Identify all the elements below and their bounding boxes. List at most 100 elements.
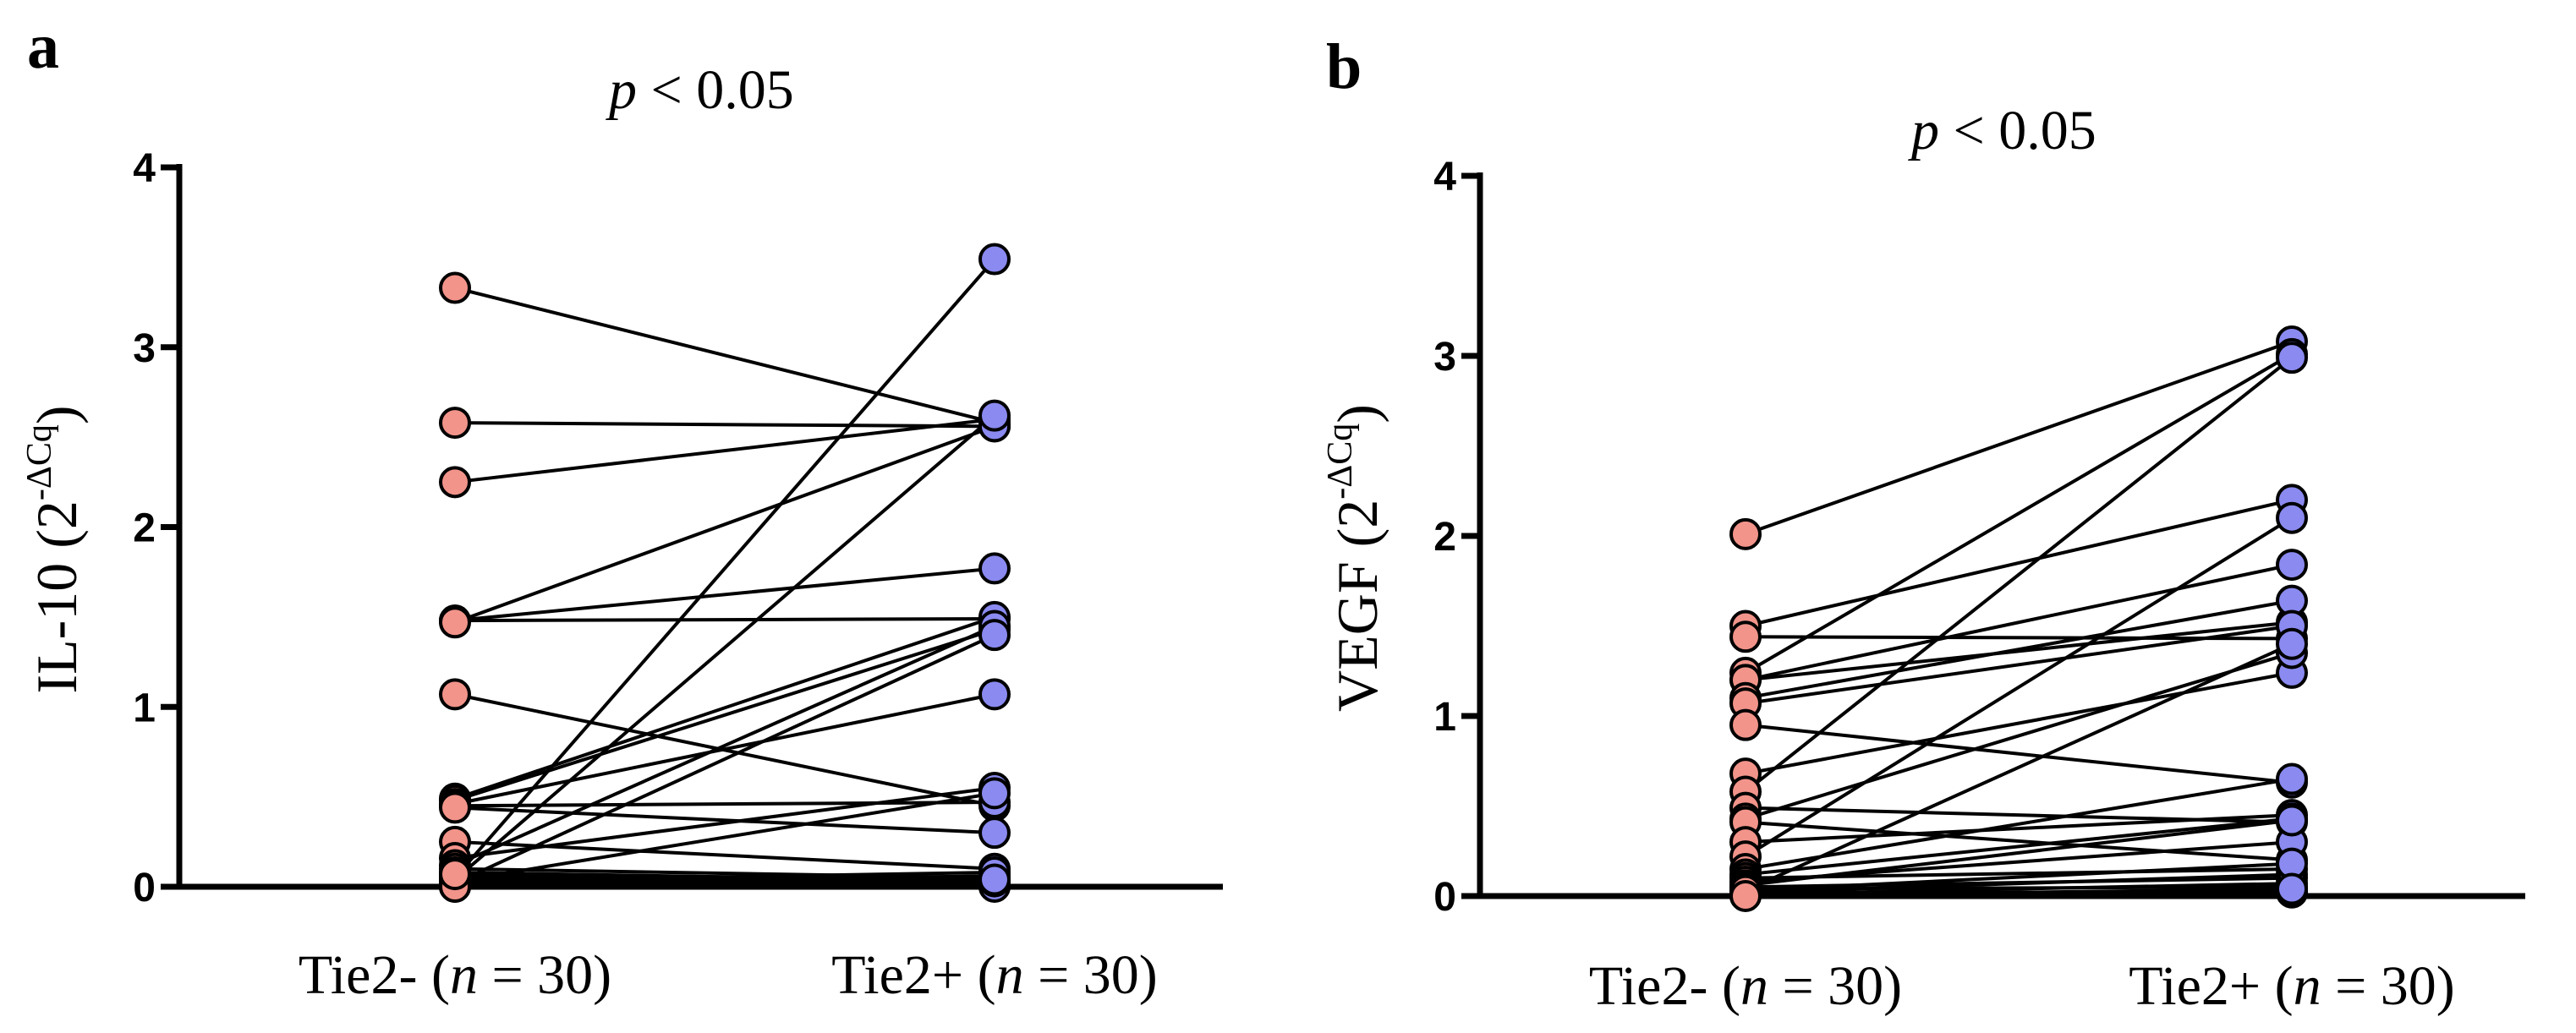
point-tie2-neg: [439, 466, 471, 499]
point-tie2-neg: [439, 858, 471, 891]
axes: 0 1 2 3 4: [1433, 155, 2525, 920]
pair-line: [454, 286, 995, 425]
cat-italic: n: [1740, 955, 1768, 1017]
pair-line: [454, 424, 995, 625]
point-tie2-neg: [1729, 880, 1762, 912]
pair-line: [1745, 670, 2293, 776]
point-tie2-pos: [2276, 804, 2308, 837]
pair-line: [1745, 498, 2293, 628]
y-tick-label: 0: [1433, 875, 1456, 920]
axes: 0 1 2 3 4: [133, 146, 1223, 910]
y-axis-label: VEGF (2-ΔCq): [1321, 404, 1389, 712]
pair-line: [1745, 598, 2293, 700]
point-tie2-neg: [1729, 708, 1762, 741]
pair-line: [454, 692, 995, 806]
pair-line: [1745, 620, 2293, 682]
ylabel-main: VEGF (2: [1325, 500, 1389, 712]
pair-line: [454, 879, 995, 888]
pair-line: [1745, 777, 2293, 872]
title-italic: p: [606, 59, 637, 121]
y-tick-label: 3: [133, 326, 156, 371]
cat-italic: n: [2294, 955, 2321, 1017]
cat-pre: Tie2- (: [299, 944, 450, 1006]
point-tie2-pos: [2276, 762, 2308, 795]
pair-line: [1745, 624, 2293, 706]
pair-line: [1745, 818, 2293, 888]
y-tick-label: 3: [1433, 335, 1456, 380]
pair-line: [1745, 872, 2293, 894]
pair-line: [454, 617, 995, 623]
pair-line: [454, 615, 995, 801]
pair-line: [1744, 356, 2294, 794]
panel-a: a p < 0.05 IL-10 (2-ΔCq) 0 1 2 3 4 Tie2- (n …: [20, 11, 1223, 1006]
panel-letter: b: [1326, 31, 1362, 102]
point-tie2-pos: [978, 619, 1011, 652]
x-category-tie2-pos: Tie2+ (n = 30): [2129, 955, 2455, 1017]
ylabel-close: ): [1325, 404, 1389, 424]
y-tick-label: 4: [133, 146, 156, 191]
point-tie2-pos: [978, 243, 1011, 276]
chart-title: p < 0.05: [606, 59, 794, 121]
cat-post: = 30): [478, 944, 611, 1006]
pair-line: [1745, 817, 2293, 877]
point-tie2-neg: [1729, 517, 1762, 550]
pair-line: [1745, 723, 2293, 784]
pair-line: [454, 417, 995, 484]
point-tie2-neg: [439, 678, 471, 711]
pair-line: [454, 806, 995, 835]
ylabel-sup: -ΔCq: [1321, 424, 1360, 500]
point-tie2-pos: [978, 552, 1011, 585]
point-tie2-neg: [439, 606, 471, 639]
point-tie2-pos: [978, 678, 1011, 711]
point-tie2-pos: [978, 863, 1011, 896]
ylabel-close: ): [25, 405, 89, 424]
pair-line: [1745, 642, 2293, 893]
pair-line: [1744, 353, 2294, 675]
y-tick-label: 0: [133, 866, 156, 910]
point-tie2-pos: [978, 777, 1011, 810]
point-tie2-pos: [2276, 627, 2308, 660]
pair-line: [454, 633, 995, 885]
y-axis-label: IL-10 (2-ΔCq): [20, 405, 89, 693]
pair-line: [454, 801, 995, 808]
pair-lines: [1744, 340, 2294, 898]
y-tick-label: 1: [1433, 695, 1456, 740]
point-tie2-pos: [2276, 549, 2308, 582]
pair-line: [1745, 861, 2293, 893]
data-points: [1729, 325, 2308, 912]
pair-line: [453, 258, 996, 879]
y-tick-label: 1: [133, 686, 156, 730]
pair-line: [454, 872, 995, 882]
cat-post: = 30): [2321, 955, 2455, 1017]
pair-line: [454, 791, 995, 883]
chart-title: p < 0.05: [1908, 100, 2096, 161]
pair-line: [1745, 887, 2293, 898]
ylabel-main: IL-10 (2: [25, 500, 89, 693]
pair-line: [1745, 813, 2293, 844]
title-rest: < 0.05: [1939, 100, 2096, 161]
panel-letter: a: [27, 11, 59, 82]
pair-line: [454, 786, 995, 860]
point-tie2-neg: [1729, 620, 1762, 653]
pair-line: [1744, 516, 2294, 858]
cat-italic: n: [996, 944, 1024, 1006]
y-tick-label: 4: [1433, 155, 1456, 199]
point-tie2-pos: [2276, 342, 2308, 374]
cat-pre: Tie2- (: [1589, 955, 1740, 1017]
pair-line: [454, 566, 995, 623]
pair-line: [454, 876, 995, 888]
point-tie2-pos: [2276, 872, 2308, 905]
point-tie2-pos: [978, 399, 1011, 432]
data-points: [439, 243, 1011, 903]
point-tie2-pos: [2276, 501, 2308, 534]
point-tie2-neg: [439, 407, 471, 440]
pair-line: [454, 421, 995, 429]
title-italic: p: [1908, 100, 1939, 161]
point-tie2-pos: [978, 817, 1011, 850]
cat-pre: Tie2+ (: [831, 944, 995, 1006]
cat-italic: n: [450, 944, 478, 1006]
title-rest: < 0.05: [637, 59, 794, 121]
ylabel-sup: -ΔCq: [20, 424, 59, 500]
